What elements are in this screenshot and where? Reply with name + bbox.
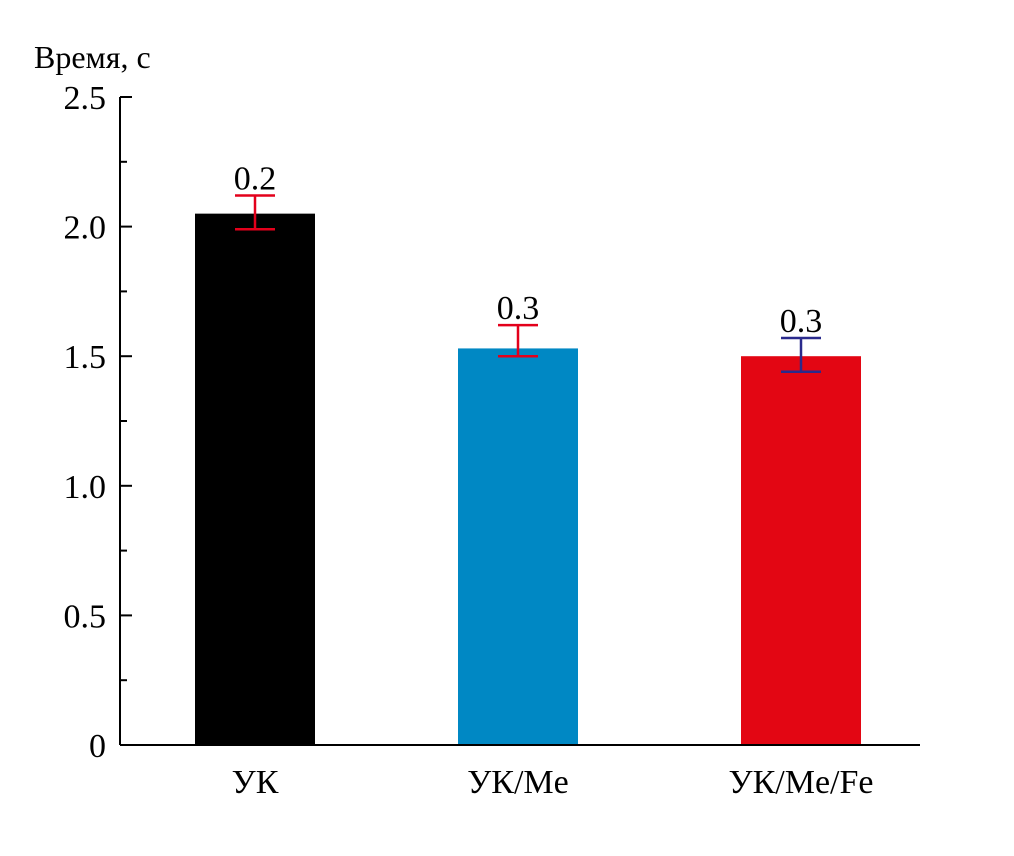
data-label-1: 0.2 bbox=[234, 160, 277, 197]
bar-2 bbox=[458, 348, 578, 745]
data-label-3: 0.3 bbox=[780, 303, 823, 340]
y-tick-label: 2.0 bbox=[64, 210, 107, 247]
x-category-label-1: УК bbox=[232, 764, 279, 801]
error-bars-group bbox=[235, 194, 821, 374]
y-tick-label: 1.0 bbox=[64, 469, 107, 506]
y-tick-label: 2.5 bbox=[64, 80, 107, 117]
error-bar-2 bbox=[498, 323, 538, 358]
y-tick-label: 0 bbox=[89, 728, 106, 765]
data-labels-group: 0.2 0.3 0.3 bbox=[234, 160, 823, 340]
y-ticks-group: 0 0.5 1.0 1.5 2.0 2.5 bbox=[64, 80, 132, 765]
data-label-2: 0.3 bbox=[497, 290, 540, 327]
y-tick-label: 1.5 bbox=[64, 339, 107, 376]
x-category-label-2: УК/Me bbox=[467, 764, 569, 801]
y-axis-label: Время, с bbox=[34, 39, 151, 75]
x-category-label-3: УК/Me/Fe bbox=[729, 764, 874, 801]
bars-group bbox=[195, 213, 861, 745]
y-tick-label: 0.5 bbox=[64, 598, 107, 635]
bar-3 bbox=[741, 356, 861, 745]
bar-1 bbox=[195, 213, 315, 745]
error-bar-3 bbox=[781, 336, 821, 374]
category-labels-group: УК УК/Me УК/Me/Fe bbox=[232, 764, 874, 801]
error-bar-1 bbox=[235, 194, 275, 231]
